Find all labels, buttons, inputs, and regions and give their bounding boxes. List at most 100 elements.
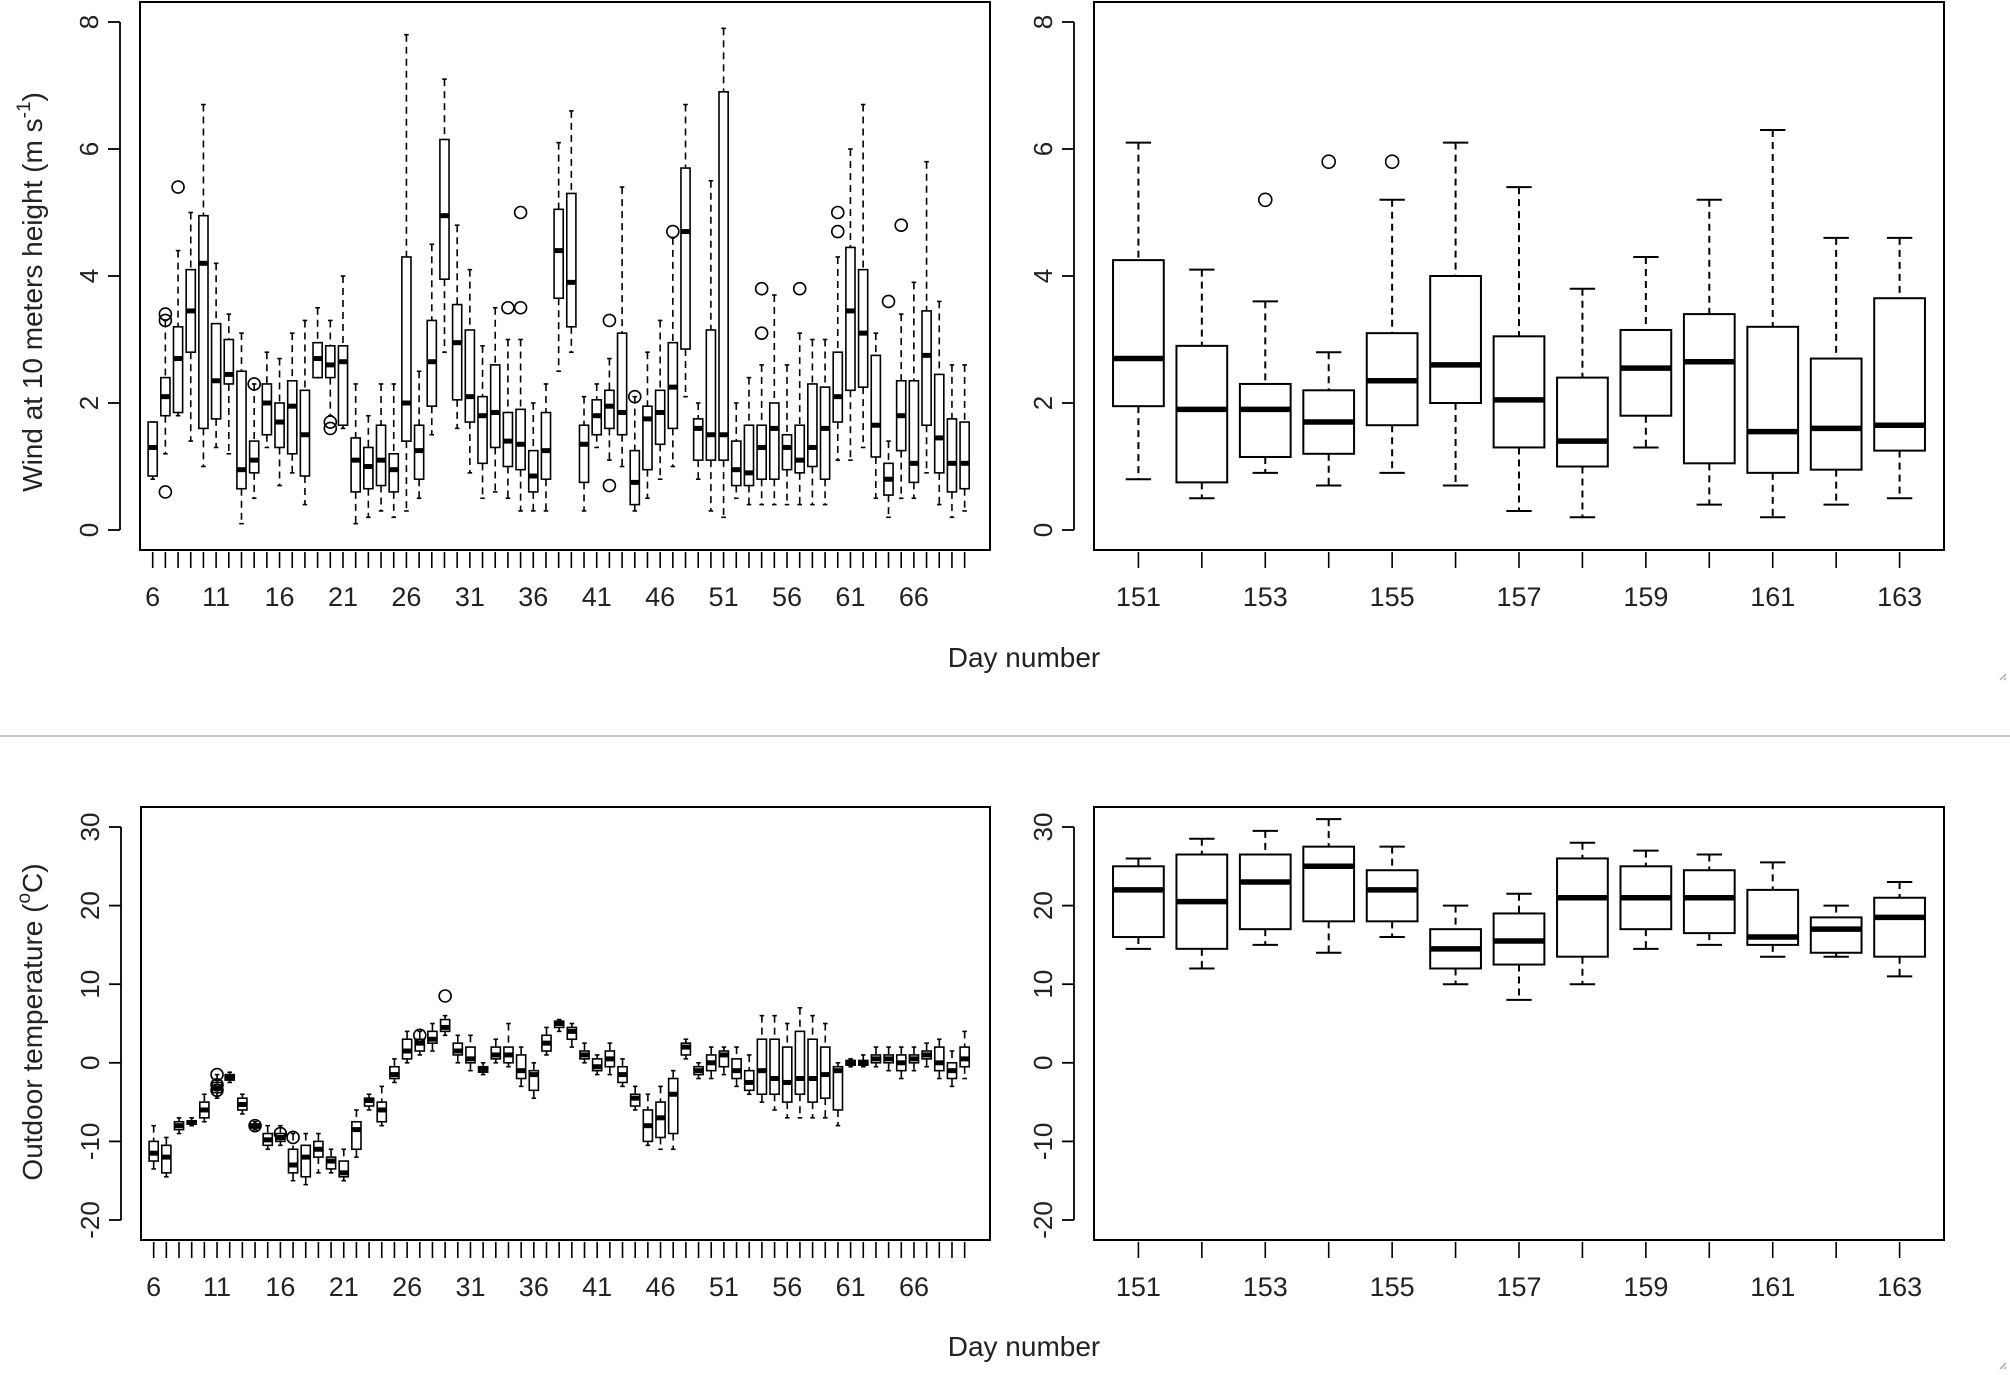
plot-frame	[140, 806, 991, 1241]
box-iqr	[832, 1065, 844, 1111]
box-day-152	[1175, 837, 1229, 970]
box-day-6	[147, 421, 159, 481]
outlier-point	[830, 205, 845, 220]
box-iqr	[1238, 382, 1292, 458]
box-iqr	[705, 329, 717, 461]
box-iqr	[756, 1038, 768, 1096]
box-day-25	[389, 1058, 400, 1084]
wind-y-label-main: Wind at 10 meters height (m s	[17, 118, 48, 491]
box-iqr	[692, 418, 704, 461]
box-day-25	[388, 383, 400, 519]
box-iqr	[794, 1030, 806, 1096]
y-tick-label: 0	[75, 1056, 105, 1070]
box-day-48	[680, 1038, 692, 1060]
box-iqr	[819, 386, 831, 480]
temp-y-label-main: Outdoor temperature (	[17, 903, 48, 1181]
outlier-point	[210, 1078, 224, 1092]
box-day-18	[299, 319, 311, 506]
outlier-point	[323, 421, 338, 436]
box-day-68	[933, 300, 945, 506]
x-tick-label: 16	[265, 1272, 295, 1302]
box-iqr	[210, 322, 222, 420]
box-day-32	[477, 345, 488, 500]
box-day-37	[540, 383, 552, 512]
box-day-60	[832, 1062, 844, 1127]
box-day-59	[819, 1022, 831, 1119]
box-day-17	[286, 332, 298, 474]
x-tick-label: 163	[1877, 1272, 1922, 1302]
box-day-21	[337, 275, 349, 430]
box-day-154	[1302, 818, 1356, 954]
box-iqr	[870, 354, 882, 458]
outlier-point	[627, 389, 642, 404]
box-day-62	[857, 1054, 869, 1068]
box-day-45	[642, 351, 653, 500]
box-day-68	[933, 1038, 945, 1080]
outlier-point	[273, 1126, 288, 1141]
box-day-64	[883, 1046, 894, 1072]
box-day-154	[1302, 154, 1356, 487]
box-iqr	[465, 1046, 476, 1064]
x-tick-label: 161	[1750, 1272, 1795, 1302]
box-day-12	[223, 313, 235, 455]
box-iqr	[604, 389, 615, 430]
box-iqr	[1619, 328, 1673, 417]
box-day-151	[1112, 141, 1165, 481]
y-tick-label: 6	[1028, 142, 1058, 156]
box-iqr	[642, 405, 653, 471]
box-iqr	[324, 345, 336, 379]
box-iqr	[1365, 869, 1419, 923]
outlier-point	[830, 224, 845, 239]
y-tick-label: 2	[1028, 396, 1058, 410]
box-day-153	[1238, 829, 1292, 946]
box-day-159	[1619, 255, 1673, 449]
box-day-16	[273, 1124, 288, 1147]
box-iqr	[832, 351, 844, 423]
panel-4: -20 -10 0 10 20 30 151 153 155 157 159 161 163	[1028, 806, 1945, 1302]
x-tick-label: 157	[1496, 582, 1541, 612]
box-day-27	[412, 1028, 427, 1056]
y-tick-label: 4	[1028, 269, 1058, 283]
box-day-161	[1746, 128, 1800, 519]
box-day-34	[501, 300, 515, 500]
wind-y-axis-label: Wind at 10 meters height (m s-1)	[14, 92, 48, 492]
box-iqr	[1175, 344, 1229, 484]
box-day-8	[173, 1117, 185, 1135]
box-day-10	[198, 1093, 210, 1123]
y-tick-label: 30	[75, 813, 105, 842]
box-day-57	[792, 281, 807, 506]
box-day-31	[464, 268, 476, 474]
top-x-axis-label: Day number	[948, 642, 1101, 673]
box-day-156	[1429, 904, 1482, 986]
box-iqr	[439, 138, 450, 280]
x-tick-label: 155	[1370, 1272, 1415, 1302]
box-day-155	[1365, 845, 1419, 939]
y-tick-label: 2	[74, 396, 104, 410]
box-iqr	[933, 373, 945, 474]
box-iqr	[236, 370, 247, 490]
box-iqr	[1429, 275, 1482, 404]
box-day-8	[171, 180, 185, 417]
box-iqr	[198, 214, 209, 430]
box-day-36	[528, 1062, 540, 1099]
box-day-20	[325, 1148, 337, 1174]
box-iqr	[1556, 857, 1609, 958]
box-day-41	[591, 383, 603, 449]
box-iqr	[845, 246, 856, 392]
box-day-158	[1556, 841, 1609, 986]
outlier-point	[881, 294, 896, 309]
x-tick-label: 31	[455, 582, 485, 612]
box-iqr	[718, 91, 729, 461]
box-day-22	[351, 1109, 362, 1158]
box-day-51	[718, 27, 729, 519]
box-iqr	[946, 418, 958, 493]
box-iqr	[1238, 853, 1292, 931]
x-tick-label: 36	[518, 582, 548, 612]
box-iqr	[375, 424, 387, 487]
box-day-26	[401, 33, 412, 512]
box-day-52	[731, 1046, 742, 1088]
x-tick-label: 46	[645, 582, 675, 612]
outlier-point	[792, 281, 807, 296]
